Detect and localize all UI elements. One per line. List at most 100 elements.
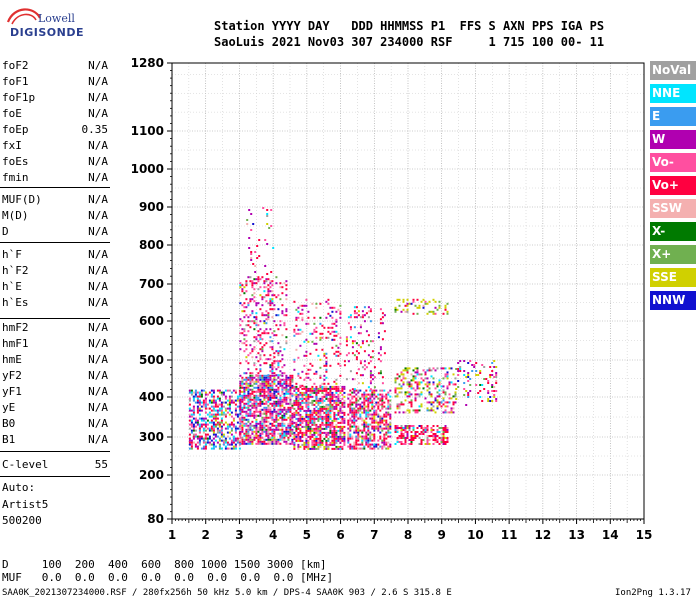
echo-point xyxy=(293,415,296,418)
echo-point xyxy=(218,407,221,410)
echo-point xyxy=(363,429,366,432)
echo-point xyxy=(259,388,262,391)
echo-point xyxy=(281,400,284,403)
echo-point xyxy=(371,415,374,418)
echo-point xyxy=(325,423,328,426)
echo-point xyxy=(285,382,288,385)
echo-point xyxy=(271,392,274,395)
echo-point xyxy=(297,431,300,434)
echo-point xyxy=(414,399,417,402)
echo-point xyxy=(273,308,276,311)
echo-point xyxy=(261,338,264,341)
echo-point xyxy=(353,340,356,343)
echo-point xyxy=(317,399,320,402)
echo-point xyxy=(387,441,390,444)
echo-point xyxy=(424,371,427,374)
echo-point xyxy=(434,435,437,437)
echo-point xyxy=(428,439,431,441)
echo-point xyxy=(365,425,368,428)
echo-point xyxy=(255,312,258,315)
echo-point xyxy=(315,427,318,430)
echo-point xyxy=(271,332,274,335)
echo-point xyxy=(416,411,419,414)
echo-point xyxy=(214,405,217,408)
echo-point xyxy=(355,435,358,438)
echo-point xyxy=(196,435,199,438)
echo-point xyxy=(369,409,372,412)
echo-point xyxy=(265,328,268,331)
echo-point xyxy=(253,364,256,367)
echo-point xyxy=(412,387,415,390)
echo-point xyxy=(239,416,242,419)
echo-point xyxy=(279,298,282,301)
echo-point xyxy=(406,435,409,437)
echo-point xyxy=(329,314,332,317)
echo-point xyxy=(190,391,193,394)
echo-point xyxy=(239,396,242,399)
echo-point xyxy=(267,436,270,439)
param-row: yF1 N/A xyxy=(2,384,108,399)
echo-point xyxy=(206,441,209,444)
echo-point xyxy=(444,431,447,433)
echo-point xyxy=(317,397,320,400)
echo-point xyxy=(198,399,201,402)
echo-point xyxy=(454,391,457,394)
echo-point xyxy=(355,372,358,375)
echo-point xyxy=(267,388,270,391)
echo-point xyxy=(241,400,244,403)
echo-point xyxy=(241,284,244,287)
y-tick-label: 1000 xyxy=(131,162,164,176)
echo-point xyxy=(249,380,252,383)
echo-point xyxy=(333,431,336,434)
echo-point xyxy=(303,354,306,357)
echo-point xyxy=(305,322,308,325)
echo-point xyxy=(267,386,270,389)
echo-point xyxy=(363,423,366,426)
param-value: N/A xyxy=(88,337,108,350)
echo-point xyxy=(293,413,296,416)
echo-point xyxy=(339,342,342,345)
echo-point xyxy=(305,389,308,392)
echo-point xyxy=(438,437,441,439)
echo-point xyxy=(305,304,308,307)
param-key: h`E xyxy=(2,280,22,293)
echo-point xyxy=(410,383,413,386)
echo-point xyxy=(212,405,215,408)
echo-point xyxy=(261,418,264,421)
echo-point xyxy=(208,399,211,402)
echo-point xyxy=(355,350,358,353)
echo-point xyxy=(369,372,372,375)
echo-point xyxy=(257,442,260,445)
echo-point xyxy=(444,373,447,376)
echo-point xyxy=(367,316,370,319)
echo-point xyxy=(363,401,366,404)
echo-point xyxy=(269,286,272,289)
echo-point xyxy=(241,420,244,423)
echo-point xyxy=(329,413,332,416)
echo-point xyxy=(283,424,286,427)
echo-point xyxy=(259,412,262,415)
echo-point xyxy=(241,426,244,429)
echo-point xyxy=(321,417,324,420)
echo-point xyxy=(327,330,330,333)
echo-point xyxy=(257,352,260,355)
echo-point xyxy=(379,372,382,375)
echo-point xyxy=(226,389,229,392)
echo-point xyxy=(369,395,372,398)
echo-point xyxy=(444,443,447,445)
echo-point xyxy=(416,435,419,437)
echo-point xyxy=(293,300,296,303)
echo-point xyxy=(243,372,246,375)
echo-point xyxy=(220,427,223,430)
echo-point xyxy=(389,407,392,410)
echo-point xyxy=(357,314,360,317)
echo-point xyxy=(239,374,242,377)
echo-point xyxy=(371,401,374,404)
echo-point xyxy=(309,352,312,355)
echo-point xyxy=(319,409,322,412)
echo-point xyxy=(263,422,266,425)
echo-point xyxy=(333,407,336,410)
echo-point xyxy=(389,399,392,402)
echo-point xyxy=(271,380,274,383)
echo-point xyxy=(333,405,336,408)
